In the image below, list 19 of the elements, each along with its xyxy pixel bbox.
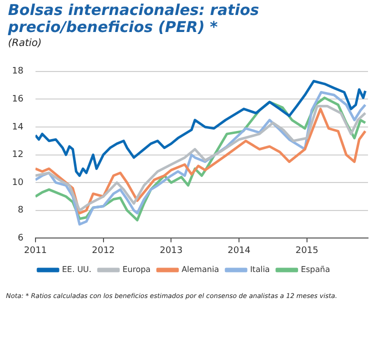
y-tick-label: 16 <box>12 94 24 105</box>
x-tick-label: 2015 <box>295 246 318 256</box>
y-tick-label: 14 <box>12 122 24 132</box>
legend-label: EE. UU. <box>62 265 92 274</box>
legend-label: Europa <box>122 265 151 274</box>
chart-title: Bolsas internacionales: ratios precio/beneficios (PER) * <box>8 1 260 36</box>
y-tick-label: 6 <box>18 234 24 244</box>
x-tick-label: 2013 <box>160 246 183 256</box>
x-tick-label: 2014 <box>228 246 251 256</box>
y-tick-label: 18 <box>12 66 24 77</box>
y-tick-label: 8 <box>18 206 24 216</box>
chart-subtitle: (Ratio) <box>8 38 43 49</box>
legend-label: Alemania <box>182 265 220 274</box>
y-tick-label: 10 <box>12 178 24 188</box>
legend-label: Italia <box>250 265 270 274</box>
x-tick-label: 2012 <box>92 246 115 256</box>
y-tick-label: 12 <box>12 150 24 160</box>
legend-label: España <box>300 265 330 274</box>
x-tick-label: 2011 <box>24 246 47 256</box>
